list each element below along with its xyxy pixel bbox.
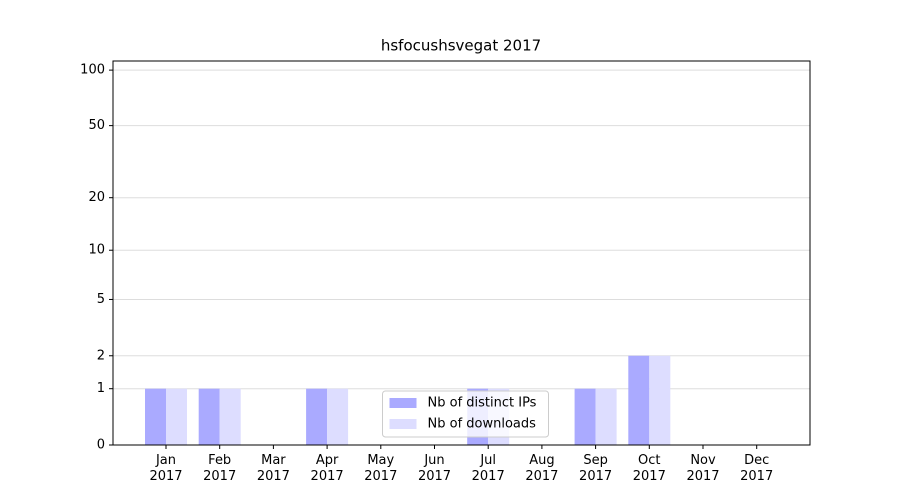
x-tick-label: Sep 2017 <box>579 453 613 484</box>
x-tick-label: Feb 2017 <box>203 453 237 484</box>
bar <box>327 388 349 445</box>
y-tick-label: 10 <box>88 243 105 258</box>
x-tick-label: Nov 2017 <box>686 453 720 484</box>
bar <box>198 388 220 445</box>
bar <box>166 388 187 445</box>
y-tick-label: 20 <box>88 190 105 205</box>
x-tick-label: Mar 2017 <box>256 453 290 484</box>
y-tick-label: 2 <box>97 348 105 363</box>
x-tick-label: May 2017 <box>364 453 398 484</box>
bar <box>145 388 166 445</box>
x-tick-label: Dec 2017 <box>740 453 774 484</box>
x-tick-label: Aug 2017 <box>525 453 559 484</box>
bar <box>219 388 241 445</box>
legend-label: Nb of distinct IPs <box>428 396 537 411</box>
legend-swatch <box>389 419 417 429</box>
bar <box>306 388 328 445</box>
x-tick-label: Jan 2017 <box>149 453 183 484</box>
x-tick-label: Apr 2017 <box>310 453 344 484</box>
x-tick-label: Oct 2017 <box>632 453 666 484</box>
x-tick-label: Jul 2017 <box>471 453 505 484</box>
bar <box>649 355 671 445</box>
bar <box>595 388 617 445</box>
legend-swatch <box>389 398 417 408</box>
bar <box>628 355 650 445</box>
legend-box <box>382 390 549 438</box>
y-tick-label: 5 <box>97 292 105 307</box>
y-tick-label: 50 <box>88 118 105 133</box>
x-tick-label: Jun 2017 <box>417 453 452 484</box>
y-tick-label: 100 <box>80 63 105 78</box>
y-tick-label: 1 <box>97 381 105 396</box>
bar <box>574 388 596 445</box>
plot-frame <box>112 60 811 446</box>
y-tick-label: 0 <box>97 438 105 453</box>
legend: Nb of distinct IPs Nb of downloads <box>382 390 549 438</box>
legend-label: Nb of downloads <box>428 417 537 432</box>
chart-title: hsfocushsvegat 2017 <box>381 37 541 55</box>
